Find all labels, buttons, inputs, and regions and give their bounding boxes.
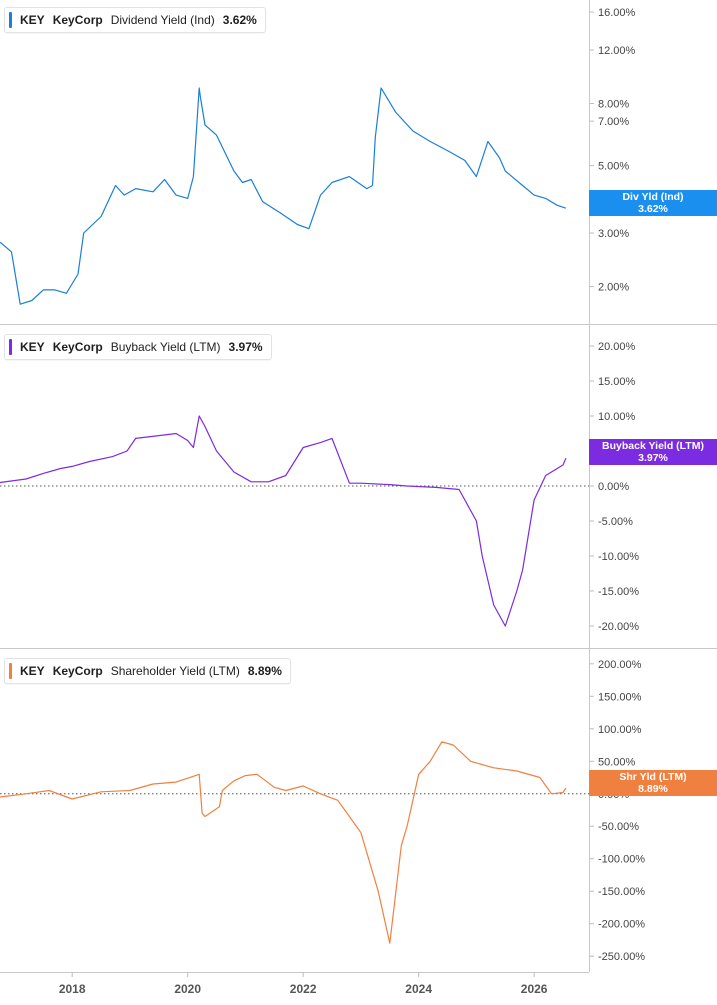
y-tick-label: 7.00% <box>598 116 629 128</box>
current-value-tag-shareholder: Shr Yld (LTM) 8.89% <box>589 770 717 796</box>
y-tick-label: 16.00% <box>598 7 636 19</box>
series-line-1 <box>0 415 567 627</box>
series-color-bar <box>9 12 12 28</box>
legend-shareholder-yield: KEY KeyCorp Shareholder Yield (LTM) 8.89… <box>4 658 291 684</box>
current-value-tag-dividend: Div Yld (Ind) 3.62% <box>589 190 717 216</box>
legend-metric: Shareholder Yield (LTM) <box>110 664 240 678</box>
y-tick-label: 0.00% <box>598 481 629 493</box>
y-tick-label: -200.00% <box>598 919 645 931</box>
x-tick-label: 2020 <box>174 982 201 996</box>
y-tick-label: 150.00% <box>598 691 642 703</box>
legend-company: KeyCorp <box>52 340 103 354</box>
legend-metric: Buyback Yield (LTM) <box>110 340 221 354</box>
legend-value: 3.97% <box>228 340 263 354</box>
y-tick-label: -10.00% <box>598 551 639 563</box>
legend-company: KeyCorp <box>52 664 103 678</box>
y-tick-label: -20.00% <box>598 621 639 633</box>
x-tick-label: 2018 <box>59 982 86 996</box>
y-tick-label: 5.00% <box>598 161 629 173</box>
y-tick-label: -50.00% <box>598 821 639 833</box>
tag-value: 3.97% <box>638 452 668 464</box>
legend-symbol: KEY <box>20 340 45 354</box>
series-line-0 <box>0 87 567 305</box>
y-tick-label: 8.00% <box>598 99 629 111</box>
current-value-tag-buyback: Buyback Yield (LTM) 3.97% <box>589 439 717 465</box>
tag-label: Shr Yld (LTM) <box>619 771 687 783</box>
y-tick-label: 12.00% <box>598 45 636 57</box>
legend-buyback-yield: KEY KeyCorp Buyback Yield (LTM) 3.97% <box>4 334 272 360</box>
tag-value: 8.89% <box>638 783 668 795</box>
series-color-bar <box>9 339 12 355</box>
tag-value: 3.62% <box>638 203 668 215</box>
y-tick-label: -150.00% <box>598 886 645 898</box>
x-tick-label: 2022 <box>290 982 317 996</box>
legend-value: 8.89% <box>247 664 282 678</box>
y-tick-label: 100.00% <box>598 724 642 736</box>
tag-label: Div Yld (Ind) <box>622 191 684 203</box>
y-tick-label: -250.00% <box>598 951 645 963</box>
legend-value: 3.62% <box>222 13 257 27</box>
x-tick-label: 2026 <box>521 982 548 996</box>
y-tick-label: 3.00% <box>598 228 629 240</box>
y-tick-label: 50.00% <box>598 756 636 768</box>
y-tick-label: -5.00% <box>598 516 633 528</box>
y-tick-label: -15.00% <box>598 586 639 598</box>
y-tick-label: 20.00% <box>598 341 636 353</box>
y-tick-label: -100.00% <box>598 854 645 866</box>
y-tick-label: 200.00% <box>598 659 642 671</box>
y-tick-label: 10.00% <box>598 411 636 423</box>
legend-dividend-yield: KEY KeyCorp Dividend Yield (Ind) 3.62% <box>4 7 266 33</box>
series-color-bar <box>9 663 12 679</box>
y-tick-label: 15.00% <box>598 376 636 388</box>
legend-symbol: KEY <box>20 664 45 678</box>
legend-company: KeyCorp <box>52 13 103 27</box>
y-tick-label: 2.00% <box>598 282 629 294</box>
x-tick-label: 2024 <box>405 982 432 996</box>
series-line-2 <box>0 741 567 944</box>
legend-symbol: KEY <box>20 13 45 27</box>
legend-metric: Dividend Yield (Ind) <box>110 13 215 27</box>
tag-label: Buyback Yield (LTM) <box>602 440 704 452</box>
